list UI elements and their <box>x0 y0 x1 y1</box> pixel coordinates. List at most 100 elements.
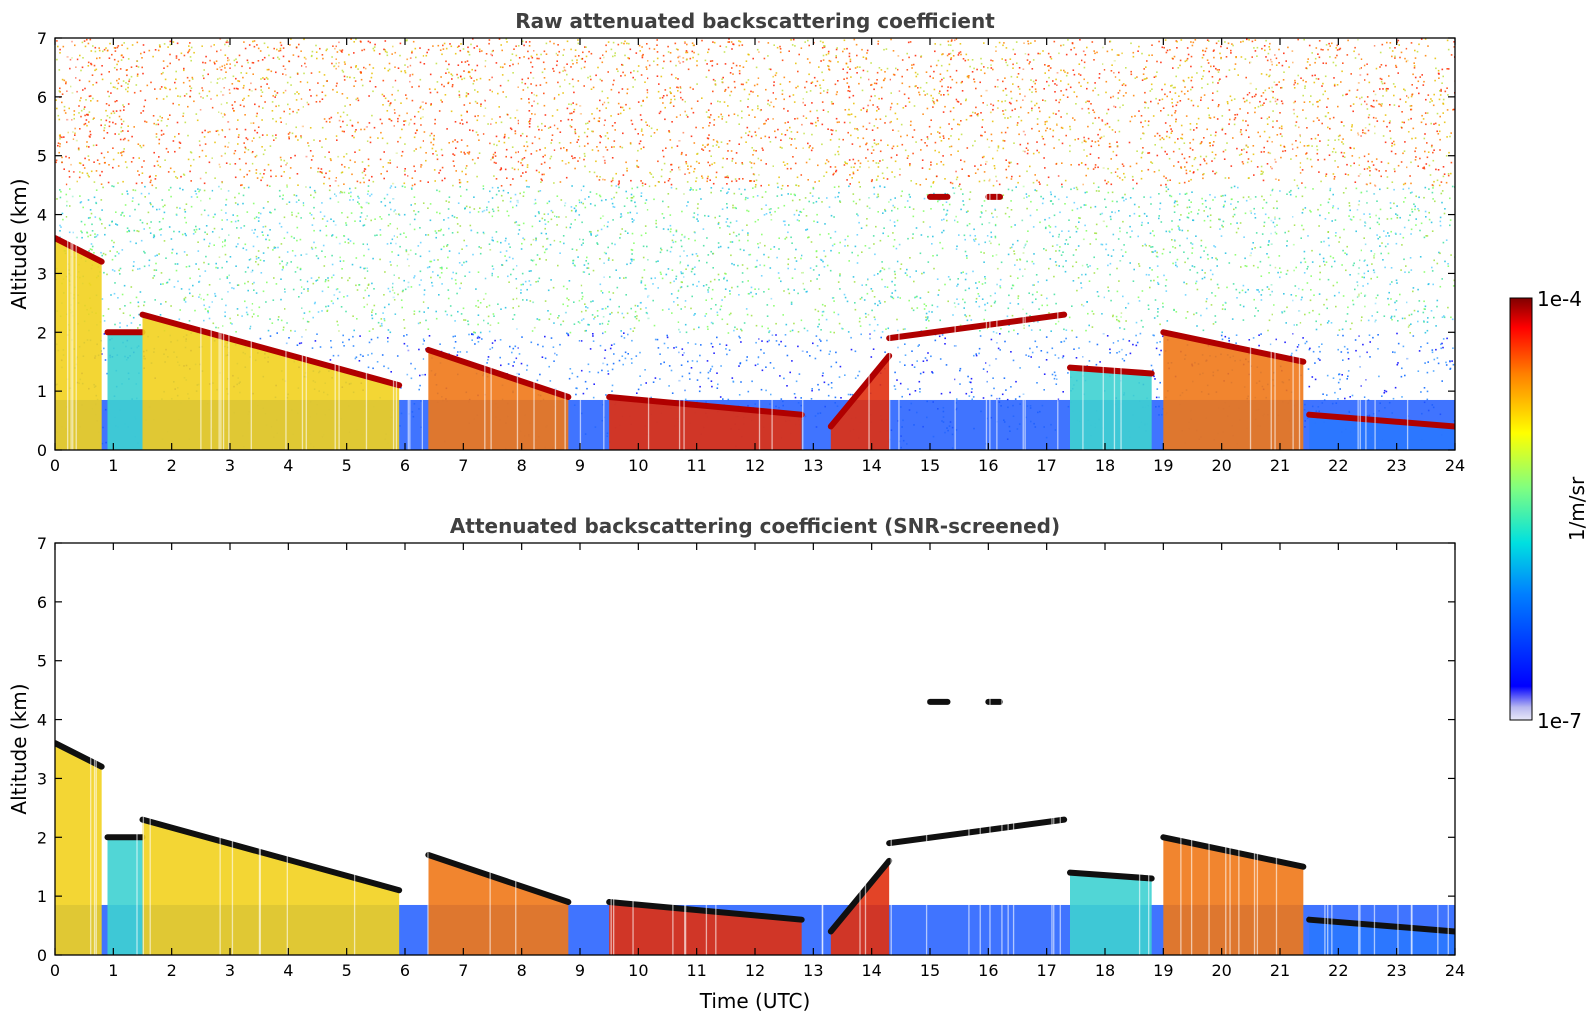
cloud-top-edge <box>886 816 1068 847</box>
cloud-top-edge <box>55 235 105 265</box>
panel-raw: Raw attenuated backscattering coefficien… <box>7 9 1465 475</box>
cloud-top-edge <box>139 311 403 389</box>
y-tick-label: 1 <box>37 382 47 401</box>
panel-title: Attenuated backscattering coefficient (S… <box>450 514 1060 538</box>
x-tick-label: 15 <box>920 961 940 980</box>
y-tick-label: 6 <box>37 593 47 612</box>
cloud-top-edge <box>1160 329 1307 365</box>
cloud-top-edge <box>606 899 805 923</box>
x-tick-label: 1 <box>108 961 118 980</box>
colorbar-gradient <box>1509 297 1533 721</box>
x-tick-label: 19 <box>1153 456 1173 475</box>
heatmap-area <box>55 38 1455 450</box>
panel-title: Raw attenuated backscattering coefficien… <box>515 9 995 33</box>
x-tick-label: 13 <box>803 456 823 475</box>
x-tick-label: 23 <box>1386 961 1406 980</box>
x-tick-label: 9 <box>575 961 585 980</box>
cloud-layer <box>142 819 400 955</box>
cloud-layer <box>55 743 102 955</box>
cloud-top-edge <box>886 311 1068 342</box>
x-tick-label: 21 <box>1270 456 1290 475</box>
panel-screened: Attenuated backscattering coefficient (S… <box>7 514 1465 1013</box>
colorbar-min-label: 1e-7 <box>1537 709 1582 733</box>
x-tick-label: 12 <box>745 456 765 475</box>
x-tick-label: 4 <box>283 961 293 980</box>
x-tick-label: 5 <box>342 456 352 475</box>
x-tick-label: 23 <box>1386 456 1406 475</box>
y-tick-label: 0 <box>37 946 47 965</box>
x-tick-label: 5 <box>342 961 352 980</box>
cloud-layer <box>1163 332 1304 450</box>
x-axis: 0 1 2 3 4 5 6 7 8 9 10 11 12 13 14 15 16 17 18 19 20 21 22 23 24 <box>50 38 1465 475</box>
cloud-layer <box>1163 837 1304 955</box>
cloud-top-edge <box>1306 411 1455 430</box>
x-tick-label: 4 <box>283 456 293 475</box>
cloud-layer <box>107 332 143 450</box>
cloud-layer <box>609 902 802 955</box>
x-axis-label: Time (UTC) <box>699 989 811 1013</box>
cloud-top-edge <box>425 346 572 401</box>
cloud-top-edge <box>606 394 805 418</box>
cloud-top-edge <box>1067 364 1155 377</box>
x-tick-label: 19 <box>1153 961 1173 980</box>
heatmap-area <box>55 543 1455 955</box>
x-tick-label: 2 <box>167 456 177 475</box>
x-tick-label: 17 <box>1036 961 1056 980</box>
cloud-layer <box>830 355 890 450</box>
cloud-top-edge <box>425 851 572 906</box>
colorbar-max-label: 1e-4 <box>1537 287 1582 311</box>
cloud-top-edge <box>139 816 403 894</box>
cloud-top-edge <box>1067 869 1155 882</box>
y-tick-label: 3 <box>37 264 47 283</box>
x-tick-label: 13 <box>803 961 823 980</box>
cloud-layer <box>1070 367 1152 450</box>
x-tick-label: 8 <box>517 456 527 475</box>
y-tick-label: 7 <box>37 534 47 553</box>
cloud-layer <box>428 854 569 955</box>
y-tick-label: 1 <box>37 887 47 906</box>
colorbar: 1e-4 1e-7 1/m/sr <box>1509 287 1589 733</box>
cloud-layer <box>107 837 143 955</box>
cloud-top-edge <box>1160 834 1307 870</box>
x-tick-label: 17 <box>1036 456 1056 475</box>
cloud-top-edge <box>1306 916 1455 935</box>
y-tick-label: 0 <box>37 441 47 460</box>
x-tick-label: 16 <box>978 961 998 980</box>
x-tick-label: 14 <box>861 961 881 980</box>
cloud-top-edge <box>55 740 105 770</box>
y-tick-label: 2 <box>37 828 47 847</box>
x-tick-label: 18 <box>1095 456 1115 475</box>
x-tick-label: 22 <box>1328 456 1348 475</box>
colorbar-unit-label: 1/m/sr <box>1565 476 1589 541</box>
x-tick-label: 24 <box>1445 456 1465 475</box>
x-tick-label: 7 <box>458 961 468 980</box>
cloud-layer <box>142 314 400 450</box>
cloud-layer <box>1309 414 1455 450</box>
x-tick-label: 8 <box>517 961 527 980</box>
data-gap-lines <box>67 38 1409 450</box>
y-axis: 0 1 2 3 4 5 6 7 <box>37 534 1455 965</box>
y-tick-label: 5 <box>37 652 47 671</box>
x-tick-label: 2 <box>167 961 177 980</box>
x-tick-label: 14 <box>861 456 881 475</box>
x-tick-label: 3 <box>225 456 235 475</box>
x-tick-label: 15 <box>920 456 940 475</box>
y-tick-label: 5 <box>37 147 47 166</box>
x-tick-label: 0 <box>50 961 60 980</box>
x-tick-label: 11 <box>686 456 706 475</box>
x-tick-label: 20 <box>1211 961 1231 980</box>
y-tick-label: 3 <box>37 769 47 788</box>
x-tick-label: 12 <box>745 961 765 980</box>
x-tick-label: 10 <box>628 456 648 475</box>
y-axis-label: Altitude (km) <box>7 683 31 814</box>
cloud-layer <box>1070 872 1152 955</box>
x-tick-label: 3 <box>225 961 235 980</box>
y-axis-label: Altitude (km) <box>7 178 31 309</box>
x-tick-label: 6 <box>400 961 410 980</box>
x-tick-label: 16 <box>978 456 998 475</box>
x-tick-label: 21 <box>1270 961 1290 980</box>
cloud-layer <box>55 238 102 450</box>
x-tick-label: 22 <box>1328 961 1348 980</box>
x-tick-label: 7 <box>458 456 468 475</box>
